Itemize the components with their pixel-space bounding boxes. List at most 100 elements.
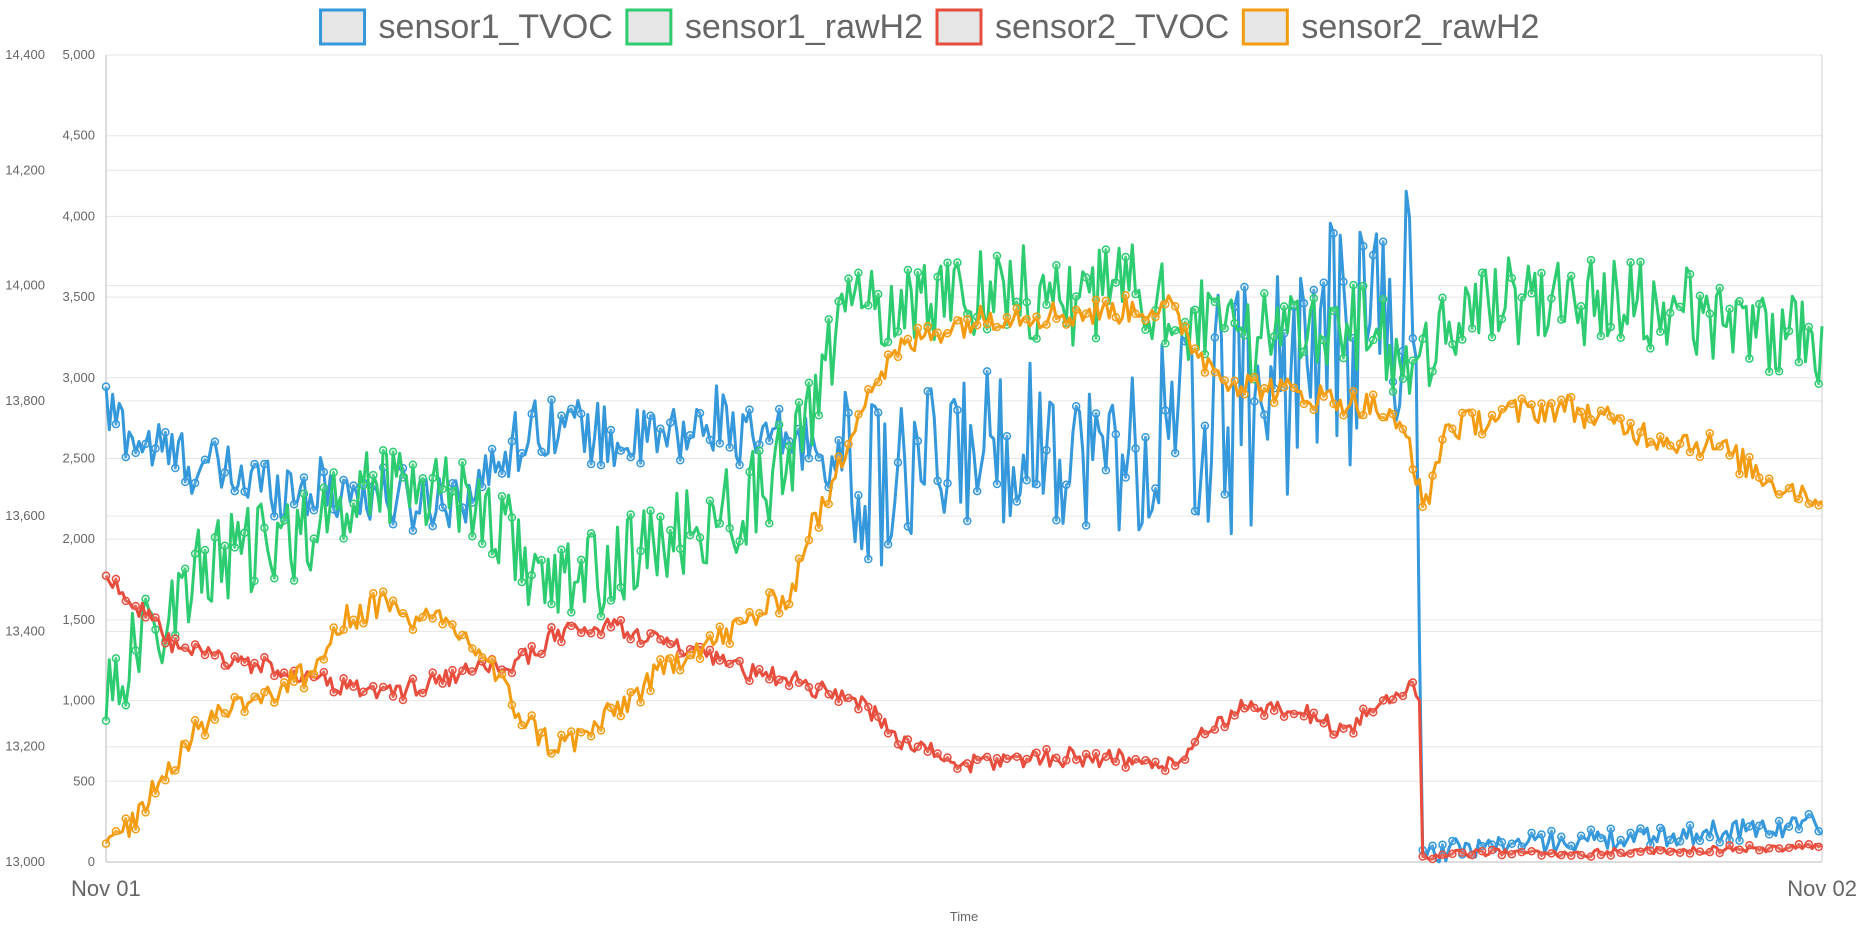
point-sensor2_rawH2 — [1240, 389, 1249, 399]
point-sensor2_TVOC — [438, 679, 447, 688]
point-sensor2_rawH2 — [1467, 408, 1477, 418]
point-sensor1_TVOC — [1359, 241, 1368, 251]
point-sensor2_rawH2 — [1388, 410, 1398, 419]
point-sensor2_TVOC — [1161, 766, 1170, 776]
point-sensor2_TVOC — [1606, 851, 1616, 860]
point-sensor1_TVOC — [864, 554, 873, 564]
point-sensor1_rawH2 — [349, 499, 358, 508]
point-sensor2_rawH2 — [1230, 376, 1239, 386]
point-sensor1_TVOC — [537, 447, 546, 456]
point-sensor1_rawH2 — [765, 518, 774, 528]
point-sensor1_TVOC — [1428, 841, 1437, 851]
point-sensor2_TVOC — [725, 659, 734, 669]
point-sensor1_TVOC — [854, 491, 863, 500]
point-sensor1_rawH2 — [497, 492, 507, 501]
point-sensor1_TVOC — [1616, 835, 1625, 845]
point-sensor2_TVOC — [171, 634, 180, 643]
point-sensor2_rawH2 — [705, 631, 715, 640]
point-sensor1_rawH2 — [1665, 308, 1675, 318]
point-sensor2_TVOC — [1230, 711, 1239, 720]
point-sensor2_rawH2 — [873, 377, 883, 387]
point-sensor2_rawH2 — [398, 608, 408, 618]
point-sensor1_TVOC — [1200, 421, 1210, 431]
point-sensor2_TVOC — [913, 742, 923, 751]
point-sensor2_TVOC — [1170, 761, 1180, 770]
point-sensor1_TVOC — [953, 405, 962, 415]
y-right-tick-0: 0 — [88, 854, 95, 869]
point-sensor2_TVOC — [755, 665, 764, 674]
point-sensor1_rawH2 — [873, 289, 883, 299]
point-sensor1_rawH2 — [1022, 297, 1031, 307]
point-sensor1_rawH2 — [1141, 325, 1150, 335]
point-sensor2_rawH2 — [1755, 473, 1764, 482]
point-sensor2_rawH2 — [1576, 407, 1586, 417]
point-sensor1_TVOC — [1329, 228, 1338, 238]
point-sensor1_TVOC — [309, 506, 319, 515]
point-sensor1_TVOC — [260, 459, 269, 469]
point-sensor2_TVOC — [210, 651, 220, 660]
point-sensor2_rawH2 — [1656, 432, 1665, 441]
point-sensor2_TVOC — [1656, 846, 1665, 855]
point-sensor1_TVOC — [774, 404, 784, 414]
point-sensor2_TVOC — [190, 640, 200, 649]
point-sensor2_TVOC — [1794, 840, 1804, 849]
point-sensor2_rawH2 — [824, 499, 833, 509]
point-sensor1_TVOC — [1240, 282, 1249, 292]
point-sensor2_TVOC — [646, 629, 655, 638]
point-sensor2_rawH2 — [1616, 414, 1625, 423]
point-sensor2_TVOC — [1458, 848, 1467, 858]
point-sensor1_rawH2 — [1121, 252, 1130, 262]
point-sensor2_rawH2 — [477, 653, 487, 662]
point-sensor2_TVOC — [230, 652, 239, 661]
point-sensor1_TVOC — [1527, 828, 1536, 838]
point-sensor1_rawH2 — [1190, 305, 1200, 315]
point-sensor2_TVOC — [388, 692, 398, 701]
point-sensor1_TVOC — [497, 469, 507, 478]
point-sensor1_TVOC — [606, 425, 616, 435]
point-sensor1_rawH2 — [279, 516, 289, 525]
point-sensor2_rawH2 — [1170, 302, 1180, 311]
point-sensor1_TVOC — [1319, 278, 1328, 287]
point-sensor1_TVOC — [1378, 237, 1388, 246]
point-sensor1_TVOC — [1814, 827, 1823, 836]
point-sensor1_TVOC — [1339, 277, 1348, 287]
point-sensor2_rawH2 — [369, 589, 378, 598]
point-sensor1_rawH2 — [913, 268, 923, 277]
point-sensor2_rawH2 — [616, 711, 626, 721]
point-sensor2_TVOC — [180, 643, 190, 653]
legend-item-sensor2_rawH2[interactable]: sensor2_rawH2 — [1241, 8, 1539, 46]
point-sensor1_rawH2 — [1458, 335, 1467, 344]
point-sensor1_TVOC — [616, 446, 626, 455]
point-sensor2_rawH2 — [1626, 418, 1635, 428]
legend-label-sensor1_rawH2: sensor1_rawH2 — [685, 8, 923, 46]
point-sensor2_TVOC — [1448, 849, 1457, 859]
point-sensor2_TVOC — [893, 740, 903, 749]
point-sensor1_rawH2 — [1784, 326, 1794, 336]
y-right-tick-5: 2,500 — [62, 451, 95, 466]
point-sensor2_rawH2 — [1418, 502, 1427, 512]
point-sensor1_rawH2 — [369, 470, 378, 480]
legend[interactable]: sensor1_TVOC sensor1_rawH2 sensor2_TVOC sen… — [319, 8, 1540, 46]
point-sensor2_TVOC — [1566, 851, 1576, 860]
point-sensor2_rawH2 — [458, 630, 467, 640]
legend-item-sensor1_TVOC[interactable]: sensor1_TVOC — [319, 8, 613, 46]
point-sensor2_rawH2 — [1665, 441, 1675, 450]
point-sensor2_TVOC — [1557, 850, 1566, 860]
point-sensor2_rawH2 — [586, 732, 596, 741]
point-sensor2_rawH2 — [388, 596, 398, 606]
point-sensor2_TVOC — [1151, 757, 1160, 767]
point-sensor1_TVOC — [992, 479, 1002, 489]
point-sensor2_TVOC — [1616, 848, 1625, 858]
point-sensor2_rawH2 — [982, 319, 992, 329]
point-sensor2_rawH2 — [567, 727, 576, 736]
axes: 0 500 1,000 1,500 2,000 2,500 3,000 3,500 4,000 4… — [5, 47, 1857, 901]
series-line-sensor1_rawH2 — [104, 243, 1824, 721]
point-sensor2_rawH2 — [438, 619, 447, 629]
legend-item-sensor2_TVOC[interactable]: sensor2_TVOC — [935, 8, 1229, 46]
point-sensor1_rawH2 — [1230, 318, 1239, 328]
point-sensor1_rawH2 — [1517, 293, 1526, 302]
point-sensor1_rawH2 — [141, 594, 150, 604]
legend-item-sensor1_rawH2[interactable]: sensor1_rawH2 — [625, 8, 923, 46]
point-sensor1_TVOC — [1735, 836, 1744, 845]
point-sensor1_rawH2 — [883, 337, 893, 347]
